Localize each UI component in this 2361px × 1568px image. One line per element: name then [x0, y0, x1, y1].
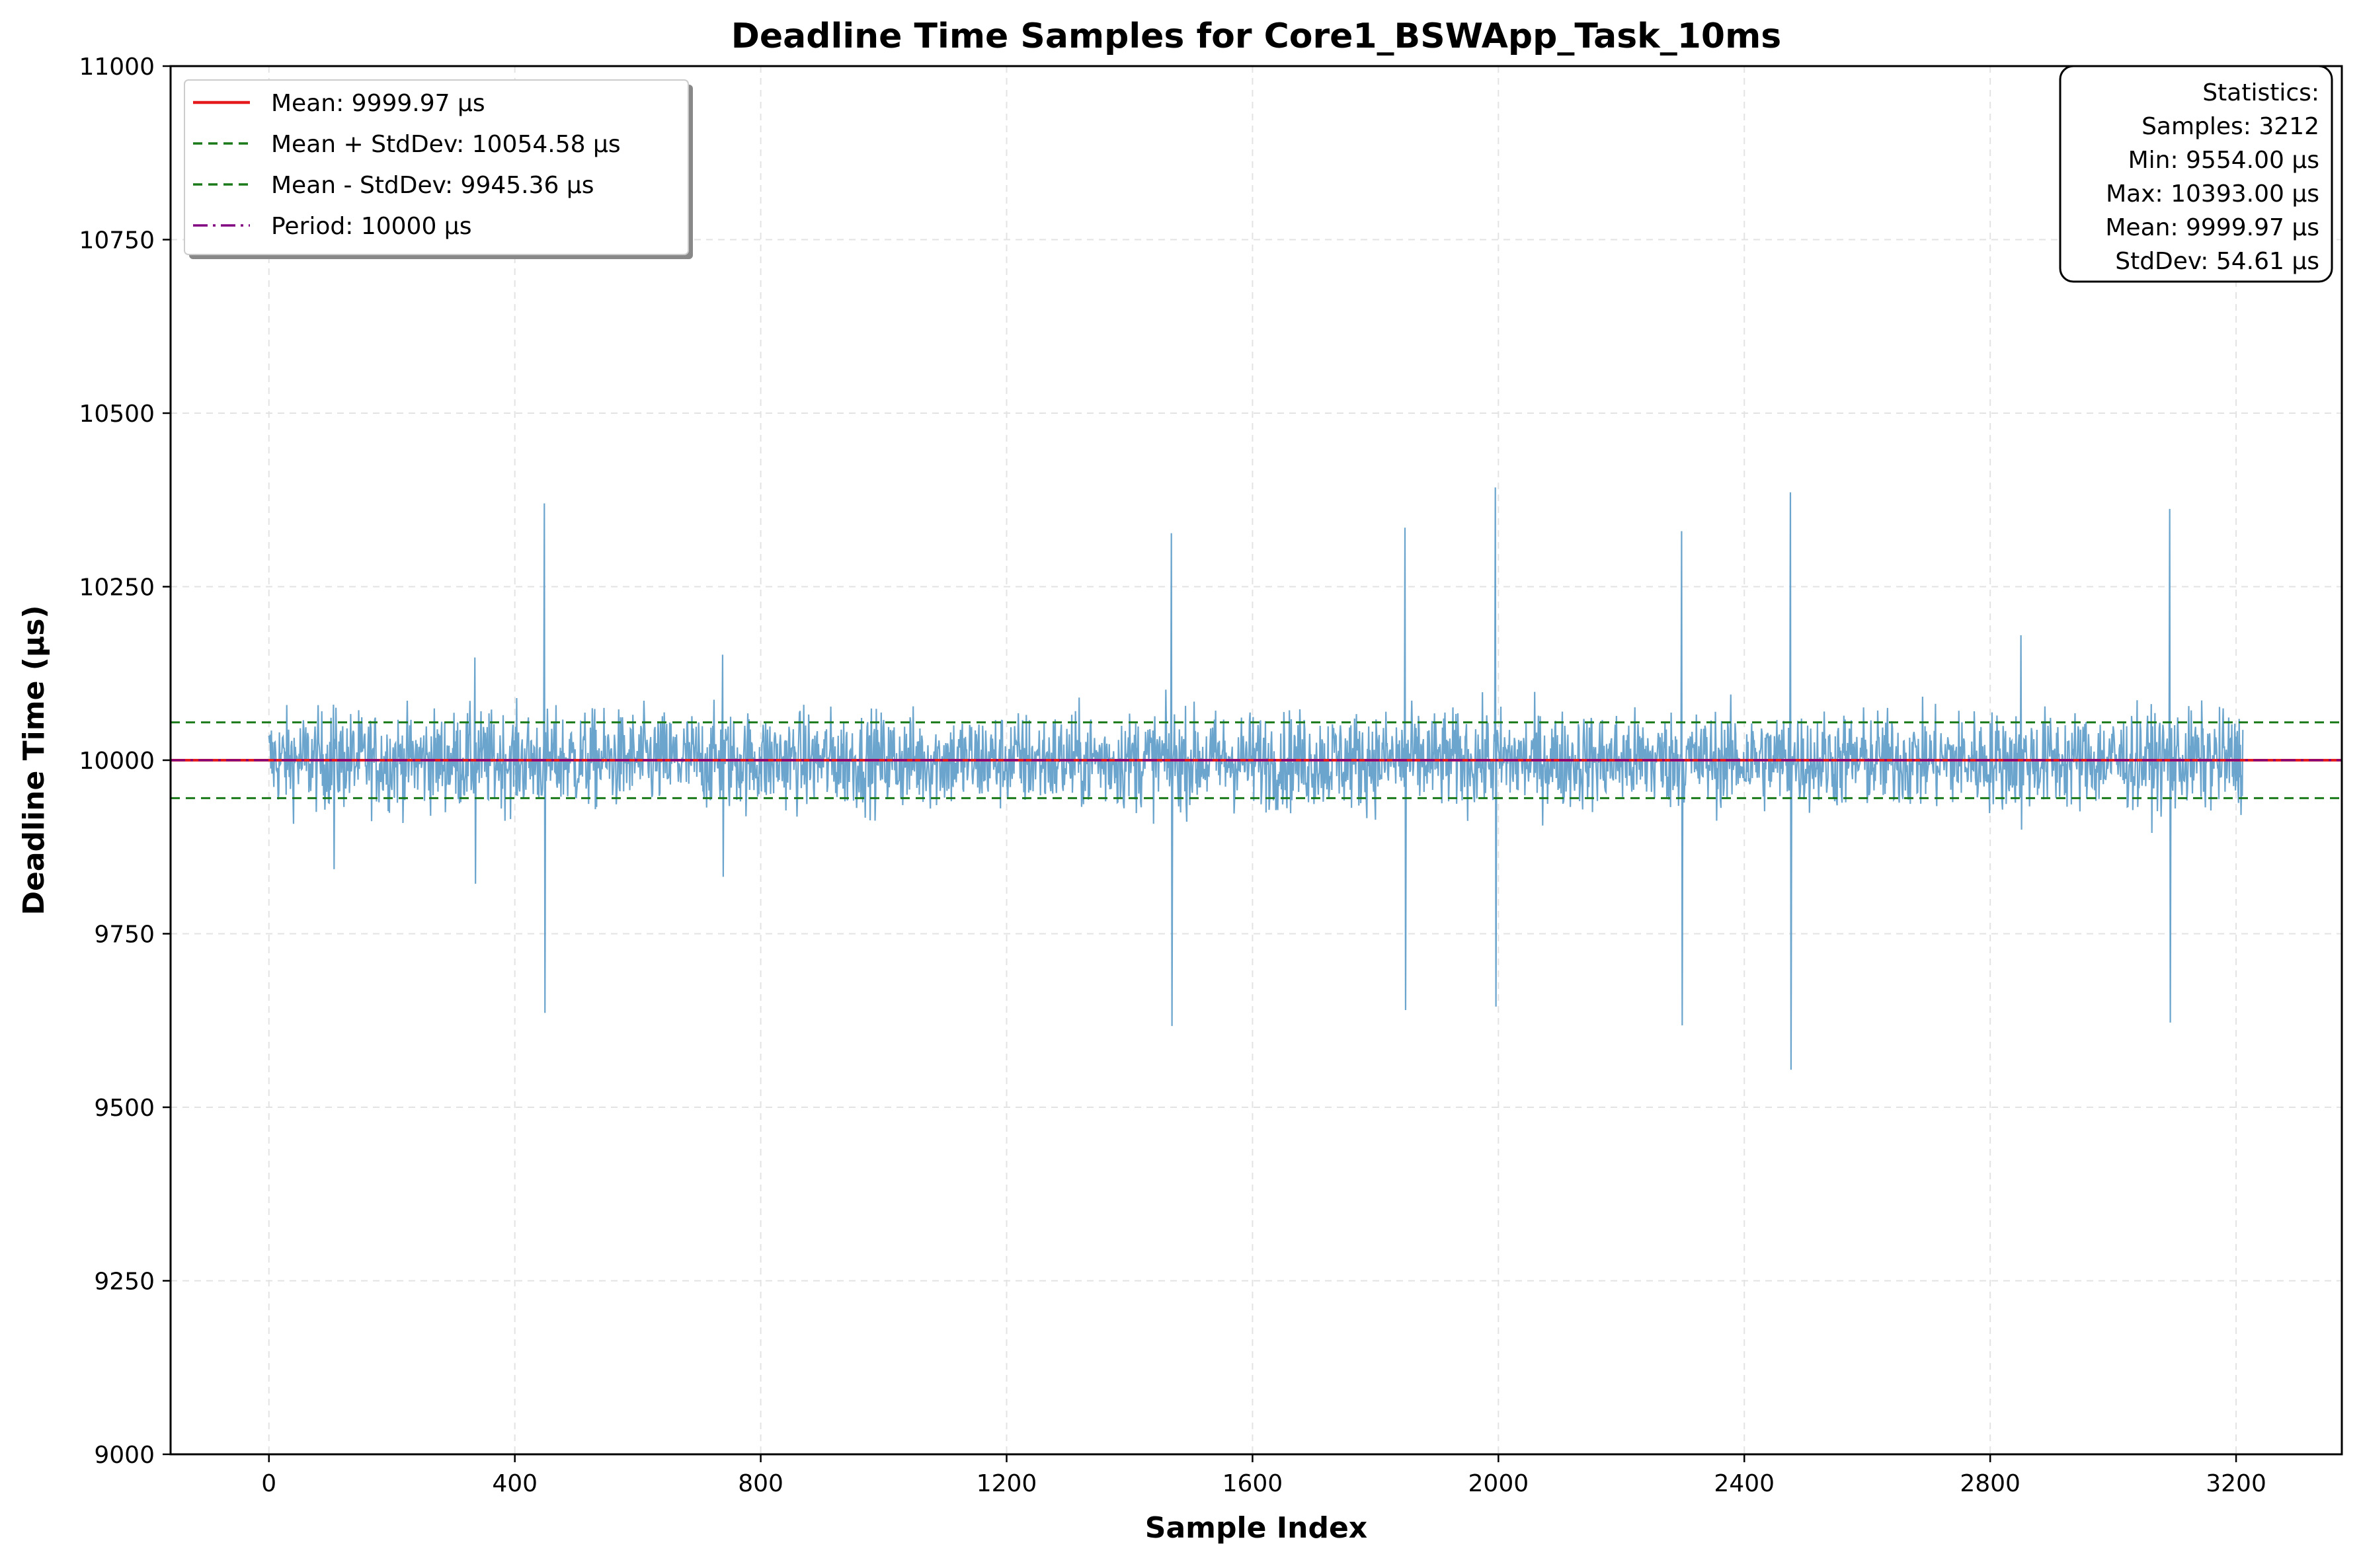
x-axis-ticks: 0 400 800 1200 1600 2000 2400 2800 3200 [261, 1454, 2266, 1497]
y-axis-title: Deadline Time (µs) [17, 605, 51, 915]
stats-line-5: StdDev: 54.61 µs [2115, 248, 2319, 275]
y-tick-label-4: 10000 [79, 748, 155, 775]
y-tick-label-8: 11000 [79, 54, 155, 81]
y-tick-label-0: 9000 [94, 1442, 155, 1469]
stats-line-0: Statistics: [2202, 79, 2319, 106]
stats-line-3: Max: 10393.00 µs [2106, 180, 2319, 208]
deadline-time-series [268, 487, 2244, 1070]
x-tick-label-3: 1200 [977, 1470, 1037, 1497]
legend-box [184, 79, 689, 255]
stats-line-4: Mean: 9999.97 µs [2105, 214, 2319, 241]
y-tick-label-3: 9750 [94, 921, 155, 949]
x-tick-label-1: 400 [492, 1470, 538, 1497]
y-tick-label-2: 9500 [94, 1095, 155, 1122]
y-axis-ticks: 9000 9250 9500 9750 10000 10250 10500 10750 1100… [79, 54, 171, 1469]
x-tick-label-6: 2400 [1714, 1470, 1775, 1497]
stats-box: Statistics: Samples: 3212 Min: 9554.00 µs M… [2059, 65, 2333, 283]
y-tick-label-7: 10750 [79, 227, 155, 255]
legend-label-1: Mean + StdDev: 10054.58 µs [271, 131, 621, 158]
y-tick-label-6: 10500 [79, 401, 155, 428]
stats-lines: Statistics: Samples: 3212 Min: 9554.00 µs M… [2105, 79, 2319, 275]
legend-label-2: Mean - StdDev: 9945.36 µs [271, 172, 594, 199]
series-line [268, 487, 2244, 1070]
y-tick-label-1: 9250 [94, 1269, 155, 1296]
x-tick-label-5: 2000 [1468, 1470, 1529, 1497]
stats-line-2: Min: 9554.00 µs [2128, 147, 2319, 174]
legend-label-0: Mean: 9999.97 µs [271, 90, 485, 117]
legend: Mean: 9999.97 µs Mean + StdDev: 10054.58 … [184, 79, 693, 259]
x-tick-label-0: 0 [261, 1470, 276, 1497]
stats-box-frame [2059, 65, 2333, 283]
x-tick-label-4: 1600 [1222, 1470, 1283, 1497]
x-tick-label-2: 800 [738, 1470, 783, 1497]
y-tick-label-5: 10250 [79, 574, 155, 602]
chart-title: Deadline Time Samples for Core1_BSWApp_T… [731, 17, 1782, 56]
legend-label-3: Period: 10000 µs [271, 213, 471, 240]
x-tick-label-8: 3200 [2206, 1470, 2266, 1497]
stats-line-1: Samples: 3212 [2141, 113, 2319, 140]
x-axis-title: Sample Index [1145, 1511, 1367, 1545]
reference-lines [171, 721, 2342, 799]
x-tick-label-7: 2800 [1960, 1470, 2021, 1497]
legend-items: Mean: 9999.97 µs Mean + StdDev: 10054.58 … [193, 90, 621, 240]
